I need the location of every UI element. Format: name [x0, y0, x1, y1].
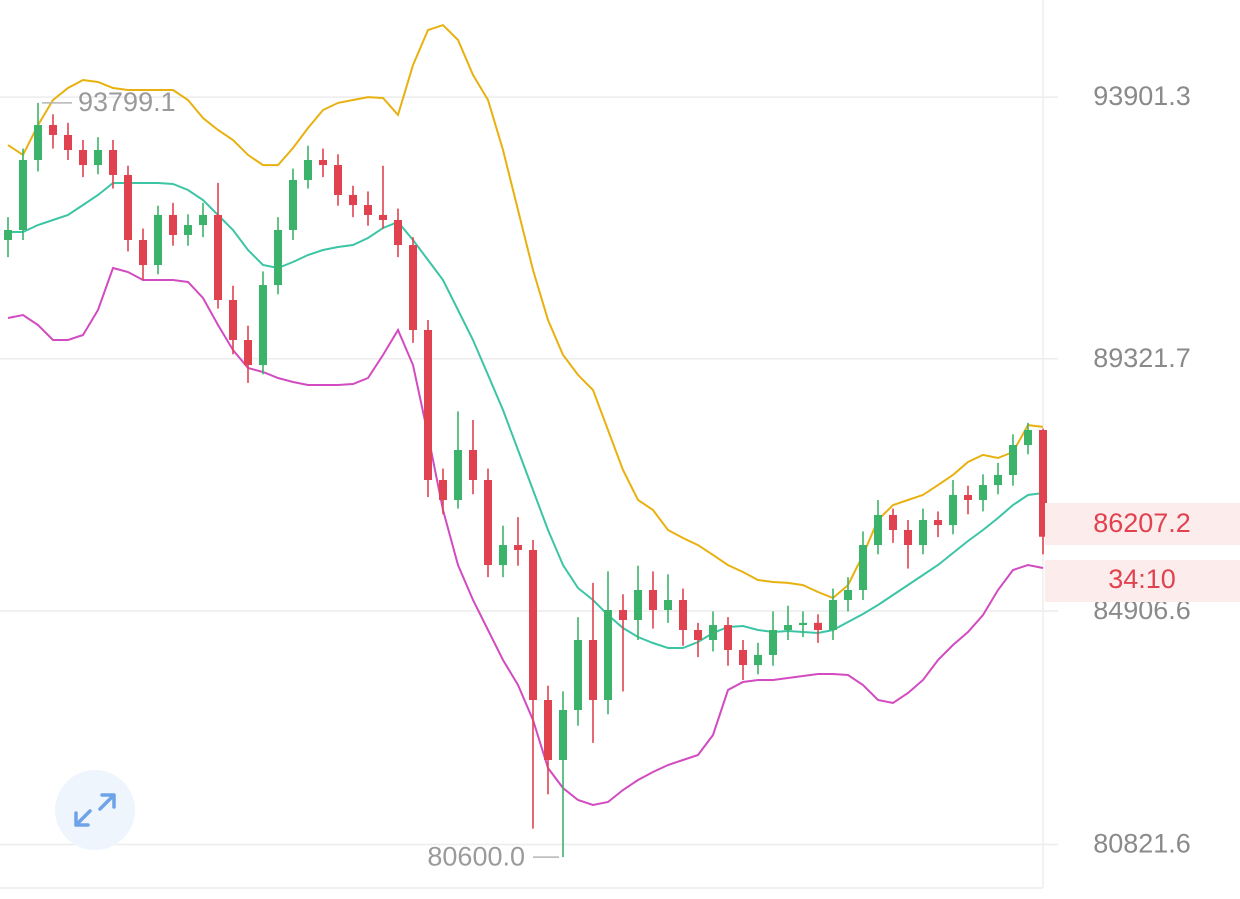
candle-body [319, 160, 327, 166]
candle-body [919, 520, 927, 546]
candle-body [499, 545, 507, 566]
bands [7, 23, 1044, 807]
candle-body [874, 514, 882, 546]
candle-body [109, 150, 117, 175]
y-tick-label: 80821.6 [1093, 829, 1191, 859]
candle-body [709, 625, 717, 640]
candle-body [649, 590, 657, 610]
expand-icon[interactable] [74, 793, 116, 827]
candle-body [349, 194, 357, 206]
candle-body [454, 450, 462, 500]
candle-body [79, 150, 87, 166]
candle-body [64, 134, 72, 150]
candle-body [859, 545, 867, 590]
candle-body [634, 590, 642, 620]
candle-body [19, 160, 27, 230]
candle-body [139, 240, 147, 266]
candle-body [154, 214, 162, 266]
low-marker-label: 80600.0 [427, 841, 525, 871]
candle-body [439, 480, 447, 500]
candle-body [274, 230, 282, 286]
candle-body [844, 590, 852, 600]
candle-body [304, 160, 312, 180]
candle-body [289, 180, 297, 230]
candle-body [124, 174, 132, 240]
candle-body [514, 545, 522, 550]
candle-body [799, 622, 807, 626]
candle-body [424, 330, 432, 480]
candle-body [994, 474, 1002, 486]
candle-body [199, 214, 207, 226]
band-line [7, 266, 1044, 807]
candle-body [364, 205, 372, 215]
candle-body [964, 494, 972, 500]
candle-body [214, 214, 222, 300]
candle-body [94, 150, 102, 166]
y-tick-label: 89321.7 [1093, 343, 1191, 373]
candle-body [889, 514, 897, 530]
candle-body [979, 485, 987, 500]
candle-body [904, 530, 912, 546]
candle-body [679, 600, 687, 630]
candle-body [259, 285, 267, 366]
candles [4, 102, 1047, 858]
candle-body [394, 220, 402, 246]
price-tag: 86207.2 [1093, 508, 1191, 538]
candle-body [244, 340, 252, 366]
candle-body [529, 550, 537, 700]
candle-body [754, 654, 762, 666]
candle-body [559, 710, 567, 760]
candle-body [484, 480, 492, 566]
candle-body [169, 214, 177, 235]
candle-body [4, 230, 12, 240]
candle-body [469, 450, 477, 480]
band-line [8, 182, 1044, 649]
candle-body [724, 625, 732, 650]
candle-body [604, 610, 612, 700]
candle-body [784, 625, 792, 630]
candle-body [1024, 430, 1032, 446]
candle-body [544, 700, 552, 760]
countdown: 34:10 [1108, 564, 1176, 594]
expand-bg[interactable] [55, 770, 135, 850]
candle-body [949, 494, 957, 526]
expand-button[interactable] [55, 770, 135, 850]
candle-body [664, 600, 672, 610]
countdown-bg [1045, 560, 1240, 602]
candle-body [184, 225, 192, 235]
candle-body [1039, 430, 1047, 537]
candle-body [814, 622, 822, 630]
candle-body [334, 165, 342, 195]
candle-body [589, 640, 597, 700]
candle-body [379, 214, 387, 220]
candle-body [694, 630, 702, 640]
y-tick-label: 93901.3 [1093, 81, 1191, 111]
candle-body [619, 610, 627, 620]
candle-body [34, 125, 42, 160]
price-tag-bg [1045, 503, 1240, 545]
candle-body [829, 600, 837, 630]
band-line [7, 23, 1044, 600]
high-marker-label: 93799.1 [78, 87, 176, 117]
candle-body [1009, 445, 1017, 475]
candle-body [49, 125, 57, 135]
candle-body [574, 640, 582, 710]
candle-body [409, 245, 417, 330]
candle-body [769, 630, 777, 655]
candle-body [739, 650, 747, 666]
candle-body [229, 300, 237, 340]
labels: 93901.389321.784906.680821.693799.180600… [42, 81, 1240, 871]
candle-body [934, 520, 942, 526]
